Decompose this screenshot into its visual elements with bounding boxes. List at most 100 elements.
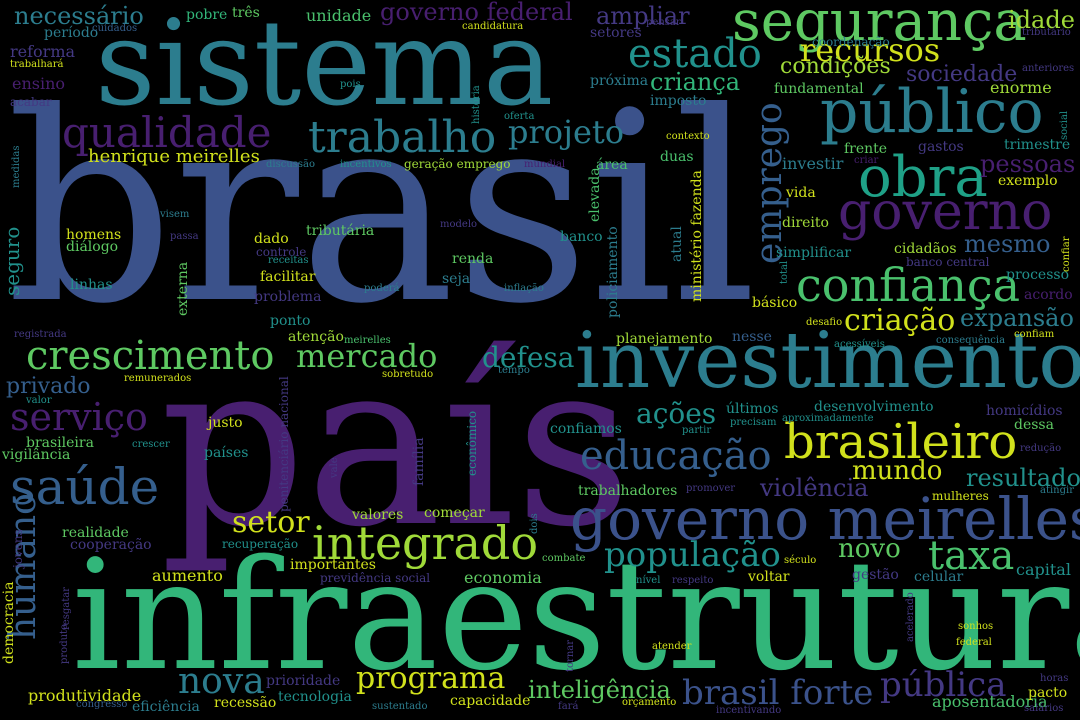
word-violencia: violência: [760, 474, 869, 502]
word-tributaria: tributária: [306, 223, 375, 239]
word-ministerio-fazenda: ministério fazenda: [689, 170, 705, 302]
word-inteligencia: inteligência: [528, 676, 671, 704]
word-governo: governo: [838, 182, 1053, 242]
word-confianca: confiança: [796, 258, 1021, 312]
word-publico: público: [820, 77, 1044, 147]
word-partir: partir: [682, 425, 712, 436]
word-familia: família: [411, 437, 427, 486]
word-modelo: modelo: [440, 219, 478, 230]
word-dessa: dessa: [1014, 417, 1054, 433]
word-capacidade: capacidade: [450, 693, 531, 709]
word-cidadaos: cidadãos: [894, 241, 957, 257]
word-produtividade: produtividade: [28, 686, 142, 705]
word-crescimento: crescimento: [26, 333, 275, 379]
word-respeito: respeito: [672, 575, 714, 586]
word-simplificar: simplificar: [776, 245, 852, 261]
word-atual: atual: [669, 226, 685, 262]
word-ponto: ponto: [270, 313, 311, 329]
word-governo-meirelles: governo meirelles: [570, 485, 1080, 553]
word-acessiveis: acessíveis: [834, 339, 885, 350]
word-acabar: acabar: [10, 95, 52, 109]
word-investimento: investimento: [575, 316, 1080, 406]
word-gestao: gestão: [852, 567, 899, 583]
word-renda: renda: [452, 251, 494, 267]
word-trabalhara: trabalhará: [10, 59, 64, 70]
word-mercado: mercado: [296, 337, 438, 375]
word-nova: nova: [178, 661, 265, 702]
word-salarios: salários: [1024, 703, 1064, 714]
word-facilitar: facilitar: [260, 269, 316, 285]
word-acelerado: acelerado: [905, 592, 916, 642]
word-crianca: criança: [650, 68, 741, 96]
word-infraestrutura: infraestrutura: [72, 527, 1080, 704]
word-historia: história: [471, 85, 482, 124]
word-henrique-meirelles: henrique meirelles: [88, 146, 260, 167]
word-social: social: [1059, 110, 1070, 140]
word-educacao: educação: [580, 433, 772, 479]
word-capital: capital: [1016, 560, 1071, 579]
word-pensar: pensar: [646, 17, 681, 28]
word-acoes: ações: [636, 397, 717, 430]
word-exemplo: exemplo: [998, 173, 1058, 189]
word-setores: setores: [590, 25, 642, 41]
word-tres: três: [232, 5, 260, 21]
word-resgatar: resgatar: [61, 587, 72, 630]
word-sonhos: sonhos: [958, 621, 994, 632]
word-geracao-emprego: geração emprego: [404, 157, 511, 171]
word-linhas: linhas: [70, 277, 113, 293]
word-governo-federal: governo federal: [380, 0, 573, 26]
word-estado: estado: [628, 31, 762, 77]
word-nesse: nesse: [732, 329, 772, 345]
word-trimestre: trimestre: [1004, 137, 1071, 153]
word-discussao: discussão: [266, 159, 316, 170]
word-criacao: criação: [844, 303, 956, 338]
word-obra: obra: [858, 145, 988, 210]
word-ampliar: ampliar: [596, 2, 690, 30]
word-tributario: tributário: [1022, 27, 1071, 38]
word-periodo: período: [44, 25, 99, 41]
word-medidas: medidas: [11, 145, 22, 189]
word-sustentado: sustentado: [372, 701, 428, 712]
word-promover: promover: [686, 483, 736, 494]
word-aposentadoria: aposentadoria: [932, 692, 1048, 711]
word-incentivos: incentivos: [340, 159, 392, 170]
word-processo: processo: [1006, 267, 1070, 283]
word-servico: serviço: [10, 395, 148, 439]
word-aproximadamente: aproximadamente: [782, 413, 874, 424]
word-prioridade: prioridade: [266, 673, 341, 689]
word-pacto: pacto: [1028, 685, 1068, 701]
word-orcamento: orçamento: [622, 697, 677, 708]
word-planejamento: planejamento: [616, 331, 713, 347]
word-direito: direito: [782, 215, 829, 231]
word-necessario: necessário: [14, 2, 144, 30]
word-pobre: pobre: [186, 7, 228, 23]
word-anteriores: anteriores: [1022, 63, 1075, 74]
word-qualidade: qualidade: [62, 108, 272, 157]
word-seguro: seguro: [0, 226, 24, 296]
word-total: total: [779, 260, 790, 284]
word-homicidios: homicídios: [986, 403, 1063, 419]
word-passa: passa: [170, 231, 199, 242]
word-candidatura: candidatura: [462, 21, 524, 32]
word-mundo: mundo: [852, 456, 943, 486]
word-banco-central: banco central: [906, 255, 990, 269]
word-duas: duas: [660, 149, 694, 165]
word-jovens: jovens: [11, 529, 25, 568]
word-trabalhadores: trabalhadores: [578, 483, 678, 499]
word-nivel: nível: [636, 575, 661, 586]
word-importantes: importantes: [290, 557, 376, 573]
word-sobretudo: sobretudo: [382, 369, 434, 380]
word-brasileira: brasileira: [26, 435, 94, 451]
word-brasileiro: brasileiro: [784, 414, 1018, 470]
word-ultimos: últimos: [726, 401, 779, 417]
word-brasil: brasil: [6, 56, 758, 361]
word-dado: dado: [254, 231, 289, 247]
word-inflacao: inflação: [504, 283, 544, 294]
word-enorme: enorme: [990, 78, 1052, 97]
word-seguranca: segurança: [732, 0, 1027, 54]
word-integrado: integrado: [312, 516, 539, 570]
word-tempo: tempo: [498, 365, 530, 376]
word-horas: horas: [1040, 673, 1069, 684]
word-vale: vale: [329, 457, 340, 478]
word-realidade: realidade: [62, 525, 129, 541]
